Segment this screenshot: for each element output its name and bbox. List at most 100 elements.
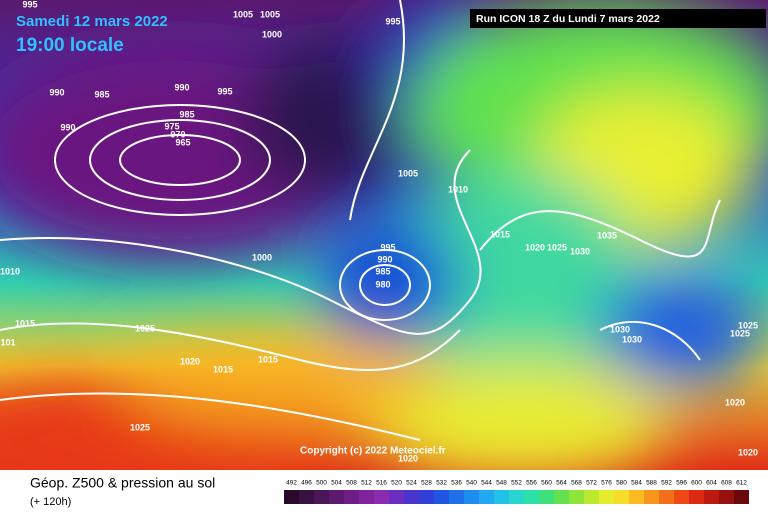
color-swatch (509, 490, 524, 504)
isobar-label: 1025 (738, 320, 758, 330)
isobar-label: 990 (60, 122, 75, 132)
color-swatch (539, 490, 554, 504)
isobar-label: 1030 (622, 334, 642, 344)
isobar-label: 1020 (180, 356, 200, 366)
color-tick-label: 592 (661, 480, 672, 487)
color-tick-label: 500 (316, 480, 327, 487)
isobar-label: 1020 (398, 453, 418, 463)
copyright: Copyright (c) 2022 Meteociel.fr (300, 446, 446, 457)
color-swatch (404, 490, 419, 504)
color-tick-label: 540 (466, 480, 477, 487)
color-swatch (554, 490, 569, 504)
color-tick-label: 600 (691, 480, 702, 487)
color-tick-label: 608 (721, 480, 732, 487)
color-tick-label: 512 (361, 480, 372, 487)
color-swatch (344, 490, 359, 504)
time: 19:00 locale (16, 35, 124, 56)
run-box (470, 9, 766, 28)
isobar-label: 1035 (597, 230, 617, 240)
color-tick-label: 496 (301, 480, 312, 487)
isobar-label: 1030 (570, 246, 590, 256)
color-swatch (659, 490, 674, 504)
isobar-label: 101 (0, 337, 15, 347)
color-swatch (479, 490, 494, 504)
color-swatch (494, 490, 509, 504)
isobar-label: 985 (94, 89, 109, 99)
isobar-label: 1005 (260, 9, 280, 19)
color-tick-label: 552 (511, 480, 522, 487)
color-tick-label: 564 (556, 480, 567, 487)
color-tick-label: 548 (496, 480, 507, 487)
color-swatch (734, 490, 749, 504)
isobar-label: 1025 (730, 328, 750, 338)
isobar-label: 995 (217, 86, 232, 96)
isobar-label: 1015 (213, 364, 233, 374)
isobar-label: 1020 (525, 242, 545, 252)
color-tick-label: 560 (541, 480, 552, 487)
isobar-label: 1000 (252, 252, 272, 262)
color-tick-label: 568 (571, 480, 582, 487)
footer-title: Géop. Z500 & pression au sol (30, 475, 215, 491)
colorbar: 492 496 500 504 508 512 516 520 524 528 532 536 540 5… (284, 480, 749, 504)
color-tick-label: 612 (736, 480, 747, 487)
color-swatch (464, 490, 479, 504)
color-swatch (569, 490, 584, 504)
color-swatch (704, 490, 719, 504)
color-swatch (419, 490, 434, 504)
color-swatch (644, 490, 659, 504)
color-tick-label: 492 (286, 480, 297, 487)
color-tick-label: 508 (346, 480, 357, 487)
isobar-label: 1005 (398, 168, 418, 178)
isobar-label: 1020 (725, 397, 745, 407)
color-tick-label: 584 (631, 480, 642, 487)
color-tick-label: 596 (676, 480, 687, 487)
isobar-label: 990 (174, 82, 189, 92)
isobar-label: 985 (375, 266, 390, 276)
isobar-label: 990 (49, 87, 64, 97)
isobar-label: 1015 (258, 354, 278, 364)
color-swatch (374, 490, 389, 504)
isobar-label: 1000 (262, 29, 282, 39)
color-tick-label: 576 (601, 480, 612, 487)
color-swatch (674, 490, 689, 504)
isobar-label: 1015 (490, 229, 510, 239)
isobar-label: 995 (385, 16, 400, 26)
isobar-label: 980 (375, 279, 390, 289)
color-swatch (449, 490, 464, 504)
isobar-label: 970 (170, 129, 185, 139)
color-tick-label: 528 (421, 480, 432, 487)
color-tick-label: 520 (391, 480, 402, 487)
footer-lead: (+ 120h) (30, 496, 71, 508)
color-swatch (629, 490, 644, 504)
isobar-label: 1030 (610, 324, 630, 334)
date: Samedi 12 mars 2022 (16, 13, 168, 30)
color-tick-label: 504 (331, 480, 342, 487)
isobar-label: 1025 (130, 422, 150, 432)
isobar-label: 1020 (738, 447, 758, 457)
color-swatch (584, 490, 599, 504)
isobar-label: 1025 (547, 242, 567, 252)
isobar-label: 1005 (233, 9, 253, 19)
color-swatch (434, 490, 449, 504)
isobar-label: 1015 (15, 318, 35, 328)
color-tick-label: 544 (481, 480, 492, 487)
color-swatch (614, 490, 629, 504)
color-swatch (524, 490, 539, 504)
run: Run ICON 18 Z du Lundi 7 mars 2022 (476, 13, 660, 25)
color-swatch (314, 490, 329, 504)
color-tick-label: 524 (406, 480, 417, 487)
color-tick-label: 556 (526, 480, 537, 487)
color-swatch (329, 490, 344, 504)
isobar-label: 990 (377, 254, 392, 264)
isobar-label: 995 (22, 0, 37, 9)
isobar-label: 985 (179, 109, 194, 119)
isobar-label: 1010 (0, 266, 20, 276)
isobar-label: 995 (380, 242, 395, 252)
color-tick-label: 588 (646, 480, 657, 487)
field (0, 0, 768, 500)
color-swatch (689, 490, 704, 504)
isobar-label: 1010 (448, 184, 468, 194)
color-tick-label: 572 (586, 480, 597, 487)
color-swatch (299, 490, 314, 504)
